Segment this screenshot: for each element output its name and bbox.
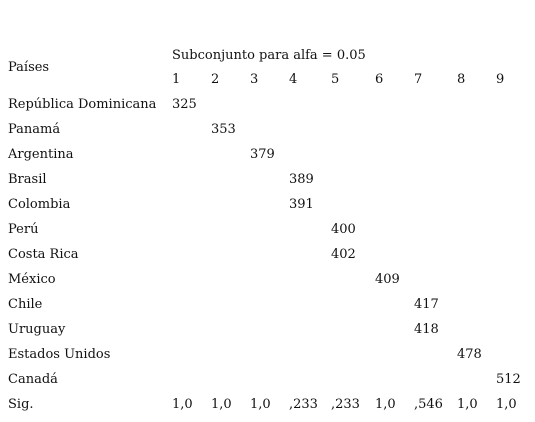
row-label: Estados Unidos — [8, 347, 111, 362]
row-label: Colombia — [8, 197, 71, 212]
row-label: República Dominicana — [8, 97, 157, 112]
cell: 389 — [289, 172, 314, 187]
column-header: 2 — [211, 72, 220, 87]
cell: 1,0 — [375, 397, 396, 412]
column-header: 1 — [172, 72, 181, 87]
row-label: Uruguay — [8, 322, 66, 337]
cell: 402 — [331, 247, 356, 262]
cell: 1,0 — [172, 397, 193, 412]
row-label: Perú — [8, 222, 39, 237]
column-header: 8 — [457, 72, 466, 87]
cell: 353 — [211, 122, 236, 137]
cell: 1,0 — [211, 397, 232, 412]
column-header: 7 — [414, 72, 423, 87]
cell: ,233 — [331, 397, 360, 412]
row-label: Costa Rica — [8, 247, 79, 262]
row-label: Argentina — [8, 147, 74, 162]
row-label: Panamá — [8, 122, 61, 137]
row-label: Sig. — [8, 397, 34, 412]
row-label: Brasil — [8, 172, 47, 187]
cell: 409 — [375, 272, 400, 287]
cell: 512 — [496, 372, 521, 387]
row-label: Canadá — [8, 372, 58, 387]
cell: 400 — [331, 222, 356, 237]
column-header: 9 — [496, 72, 505, 87]
cell: ,546 — [414, 397, 443, 412]
column-header: 3 — [250, 72, 259, 87]
column-header: 6 — [375, 72, 384, 87]
cell: 1,0 — [250, 397, 271, 412]
row-header: Países — [8, 60, 50, 75]
cell: ,233 — [289, 397, 318, 412]
group-header: Subconjunto para alfa = 0.05 — [172, 48, 366, 63]
row-label: México — [8, 272, 56, 287]
column-header: 4 — [289, 72, 298, 87]
cell: 478 — [457, 347, 482, 362]
cell: 1,0 — [496, 397, 517, 412]
cell: 417 — [414, 297, 439, 312]
cell: 379 — [250, 147, 275, 162]
cell: 325 — [172, 97, 197, 112]
cell: 418 — [414, 322, 439, 337]
cell: 391 — [289, 197, 314, 212]
cell: 1,0 — [457, 397, 478, 412]
row-label: Chile — [8, 297, 43, 312]
column-header: 5 — [331, 72, 340, 87]
